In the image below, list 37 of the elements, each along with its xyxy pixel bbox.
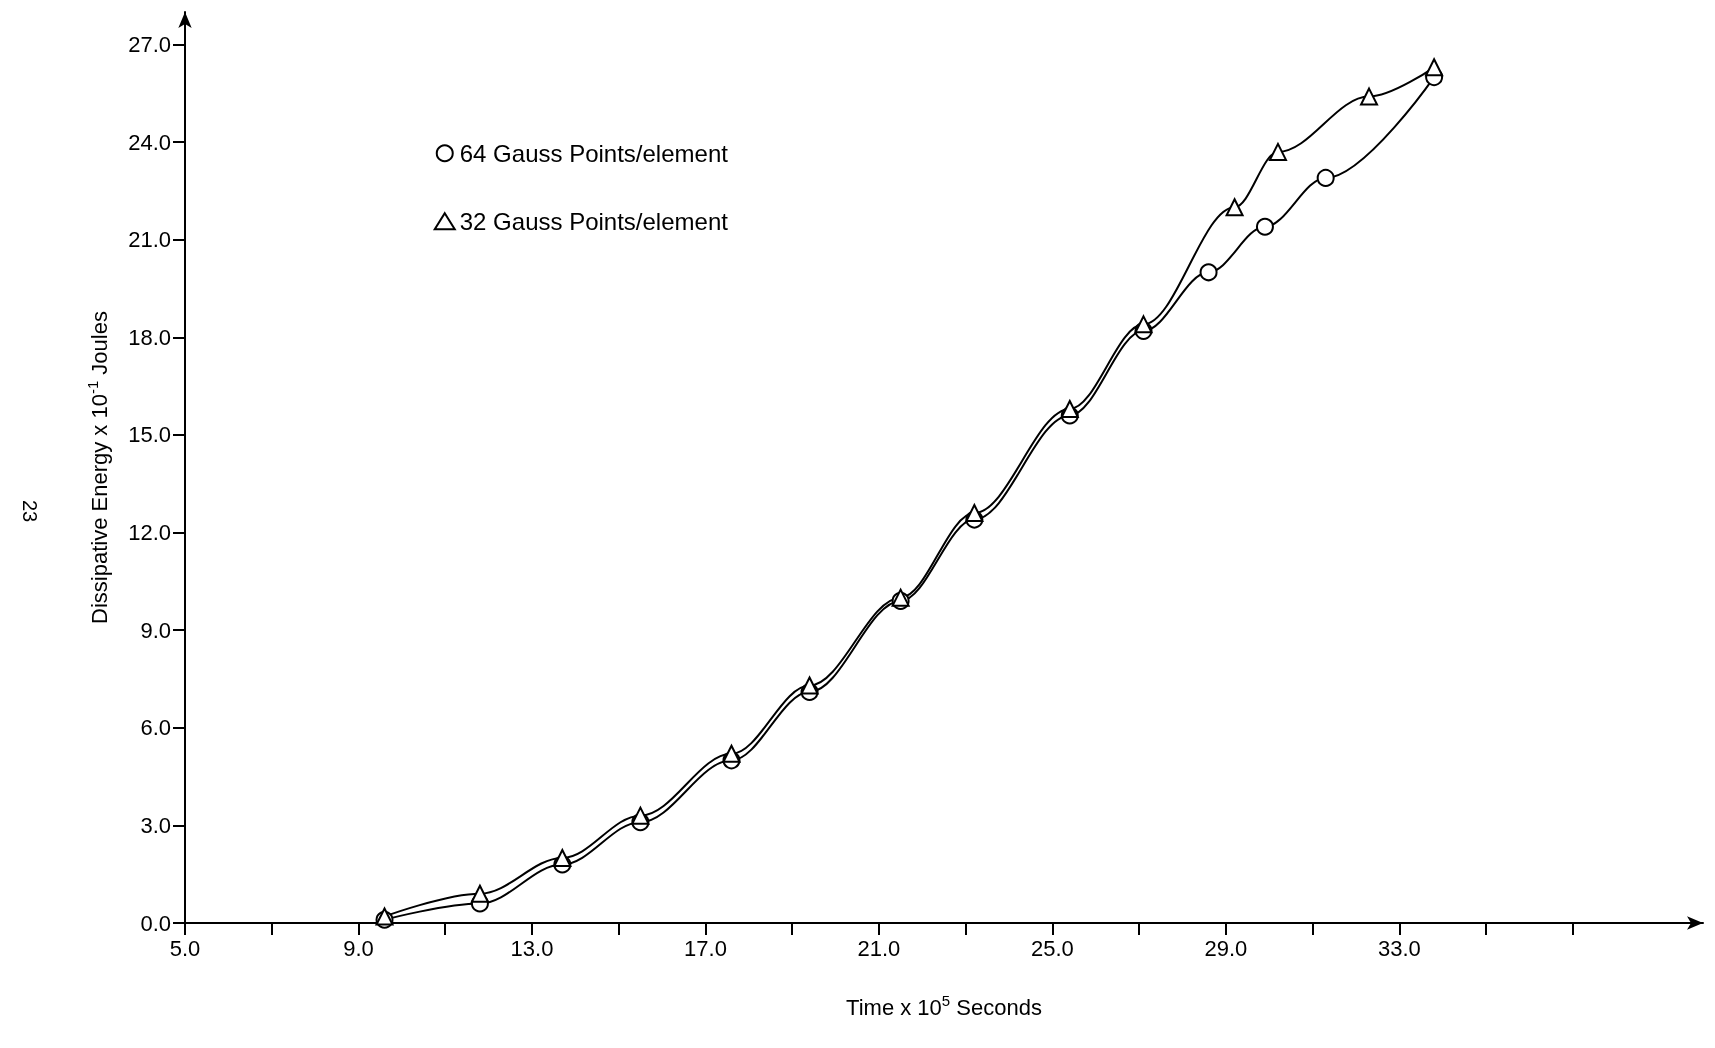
legend-label: 32 Gauss Points/element <box>459 207 729 235</box>
legend-label: 64 Gauss Points/element <box>459 139 729 167</box>
y-tick-label: 18.0 <box>128 324 171 350</box>
x-tick-label: 9.0 <box>343 935 374 961</box>
x-tick-label: 21.0 <box>857 935 901 961</box>
point <box>631 806 650 825</box>
point <box>800 676 819 695</box>
x-tick-label: 29.0 <box>1204 935 1248 961</box>
x-tick-label: 5.0 <box>169 935 201 961</box>
y-tick-label: 6.0 <box>140 715 171 741</box>
x-tick-label: 13.0 <box>510 935 554 961</box>
y-tick-label: 12.0 <box>128 520 171 546</box>
point <box>553 848 572 867</box>
x-tick-label: 33.0 <box>1377 935 1421 961</box>
x-tick-label: 17.0 <box>684 935 727 961</box>
point <box>965 504 984 523</box>
y-tick-label: 9.0 <box>140 617 171 643</box>
point <box>470 884 489 903</box>
y-tick-label: 15.0 <box>128 422 171 448</box>
point <box>722 744 741 763</box>
point <box>1425 58 1444 77</box>
point <box>1134 315 1153 334</box>
text: 23 <box>19 500 41 523</box>
y-tick-label: 3.0 <box>140 812 171 838</box>
point <box>1255 217 1274 236</box>
y-axis-title: Dissipative Energy x 10-1 Joules <box>84 311 112 624</box>
point <box>1060 399 1079 418</box>
y-tick-label: 27.0 <box>128 32 171 58</box>
y-tick-label: 21.0 <box>128 227 171 253</box>
point <box>1199 263 1218 282</box>
x-tick-label: 25.0 <box>1031 935 1074 961</box>
point <box>1360 87 1379 106</box>
point <box>1316 168 1335 187</box>
point <box>1225 198 1244 217</box>
y-tick-label: 0.0 <box>140 910 171 936</box>
point <box>1268 142 1287 161</box>
y-tick-label: 24.0 <box>128 129 171 155</box>
